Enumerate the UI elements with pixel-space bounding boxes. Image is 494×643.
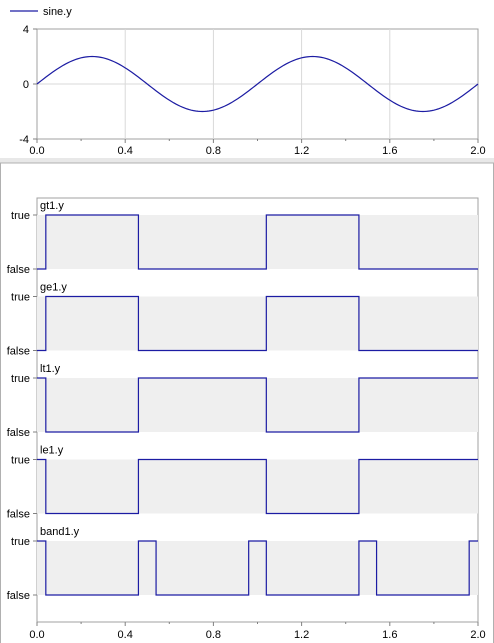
boolean-band [37,296,478,351]
boolean-x-ticks: 0.0 0.4 0.8 1.2 1.6 2.0 [29,622,486,641]
boolean-true-label: true [11,536,30,548]
boolean-true-label: true [11,292,30,304]
boolean-series-line [37,458,478,515]
sine-y-tick-label: 0 [23,79,29,91]
boolean-series-label: lt1.y [40,363,61,375]
boolean-false-label: false [7,264,30,276]
boolean-x-tick-label: 0.4 [118,629,133,641]
boolean-x-tick-label: 2.0 [470,629,485,641]
sine-series-line [36,55,479,113]
boolean-series-line [37,377,478,433]
sine-x-tick-label: 0.0 [29,145,44,157]
legend-label: sine.y [43,6,72,18]
boolean-false-label: false [7,590,30,602]
boolean-x-tick-label: 0.0 [29,629,44,641]
boolean-series-label: gt1.y [40,200,64,212]
pane-separator[interactable] [0,158,494,163]
boolean-true-label: true [11,373,30,385]
sine-x-tick-label: 1.2 [294,145,309,157]
boolean-x-tick-label: 1.6 [382,629,397,641]
boolean-true-label: true [11,210,30,222]
boolean-panels: gt1.y true false ge1.y true false lt1.y true fal… [7,200,478,602]
sine-y-ticks: 4 0 -4 [19,24,37,146]
boolean-band [37,541,478,595]
boolean-true-label: true [11,455,30,467]
boolean-band [37,459,478,514]
sine-y-tick-label: 4 [23,24,29,36]
boolean-false-label: false [7,346,30,358]
boolean-plot: gt1.y true false ge1.y true false lt1.y true fal… [7,197,486,641]
sine-y-tick-label: -4 [19,134,29,146]
sine-plot: 4 0 -4 0.0 0.4 0.8 1.2 1.6 2.0 sine.y [10,6,486,157]
sine-x-tick-label: 0.8 [206,145,221,157]
boolean-series-label: ge1.y [40,282,67,294]
boolean-series-line [37,540,478,596]
sine-x-tick-label: 1.6 [382,145,397,157]
boolean-series-label: le1.y [40,445,64,457]
boolean-series-label: band1.y [40,526,80,538]
boolean-false-label: false [7,427,30,439]
boolean-x-tick-label: 1.2 [294,629,309,641]
boolean-series-line [37,295,478,352]
boolean-band [37,378,478,432]
sine-x-tick-label: 2.0 [470,145,485,157]
sine-x-ticks: 0.0 0.4 0.8 1.2 1.6 2.0 [29,139,486,157]
boolean-series-line [37,214,478,270]
boolean-x-tick-label: 0.8 [206,629,221,641]
boolean-false-label: false [7,509,30,521]
boolean-band [37,215,478,269]
sine-x-tick-label: 0.4 [118,145,133,157]
